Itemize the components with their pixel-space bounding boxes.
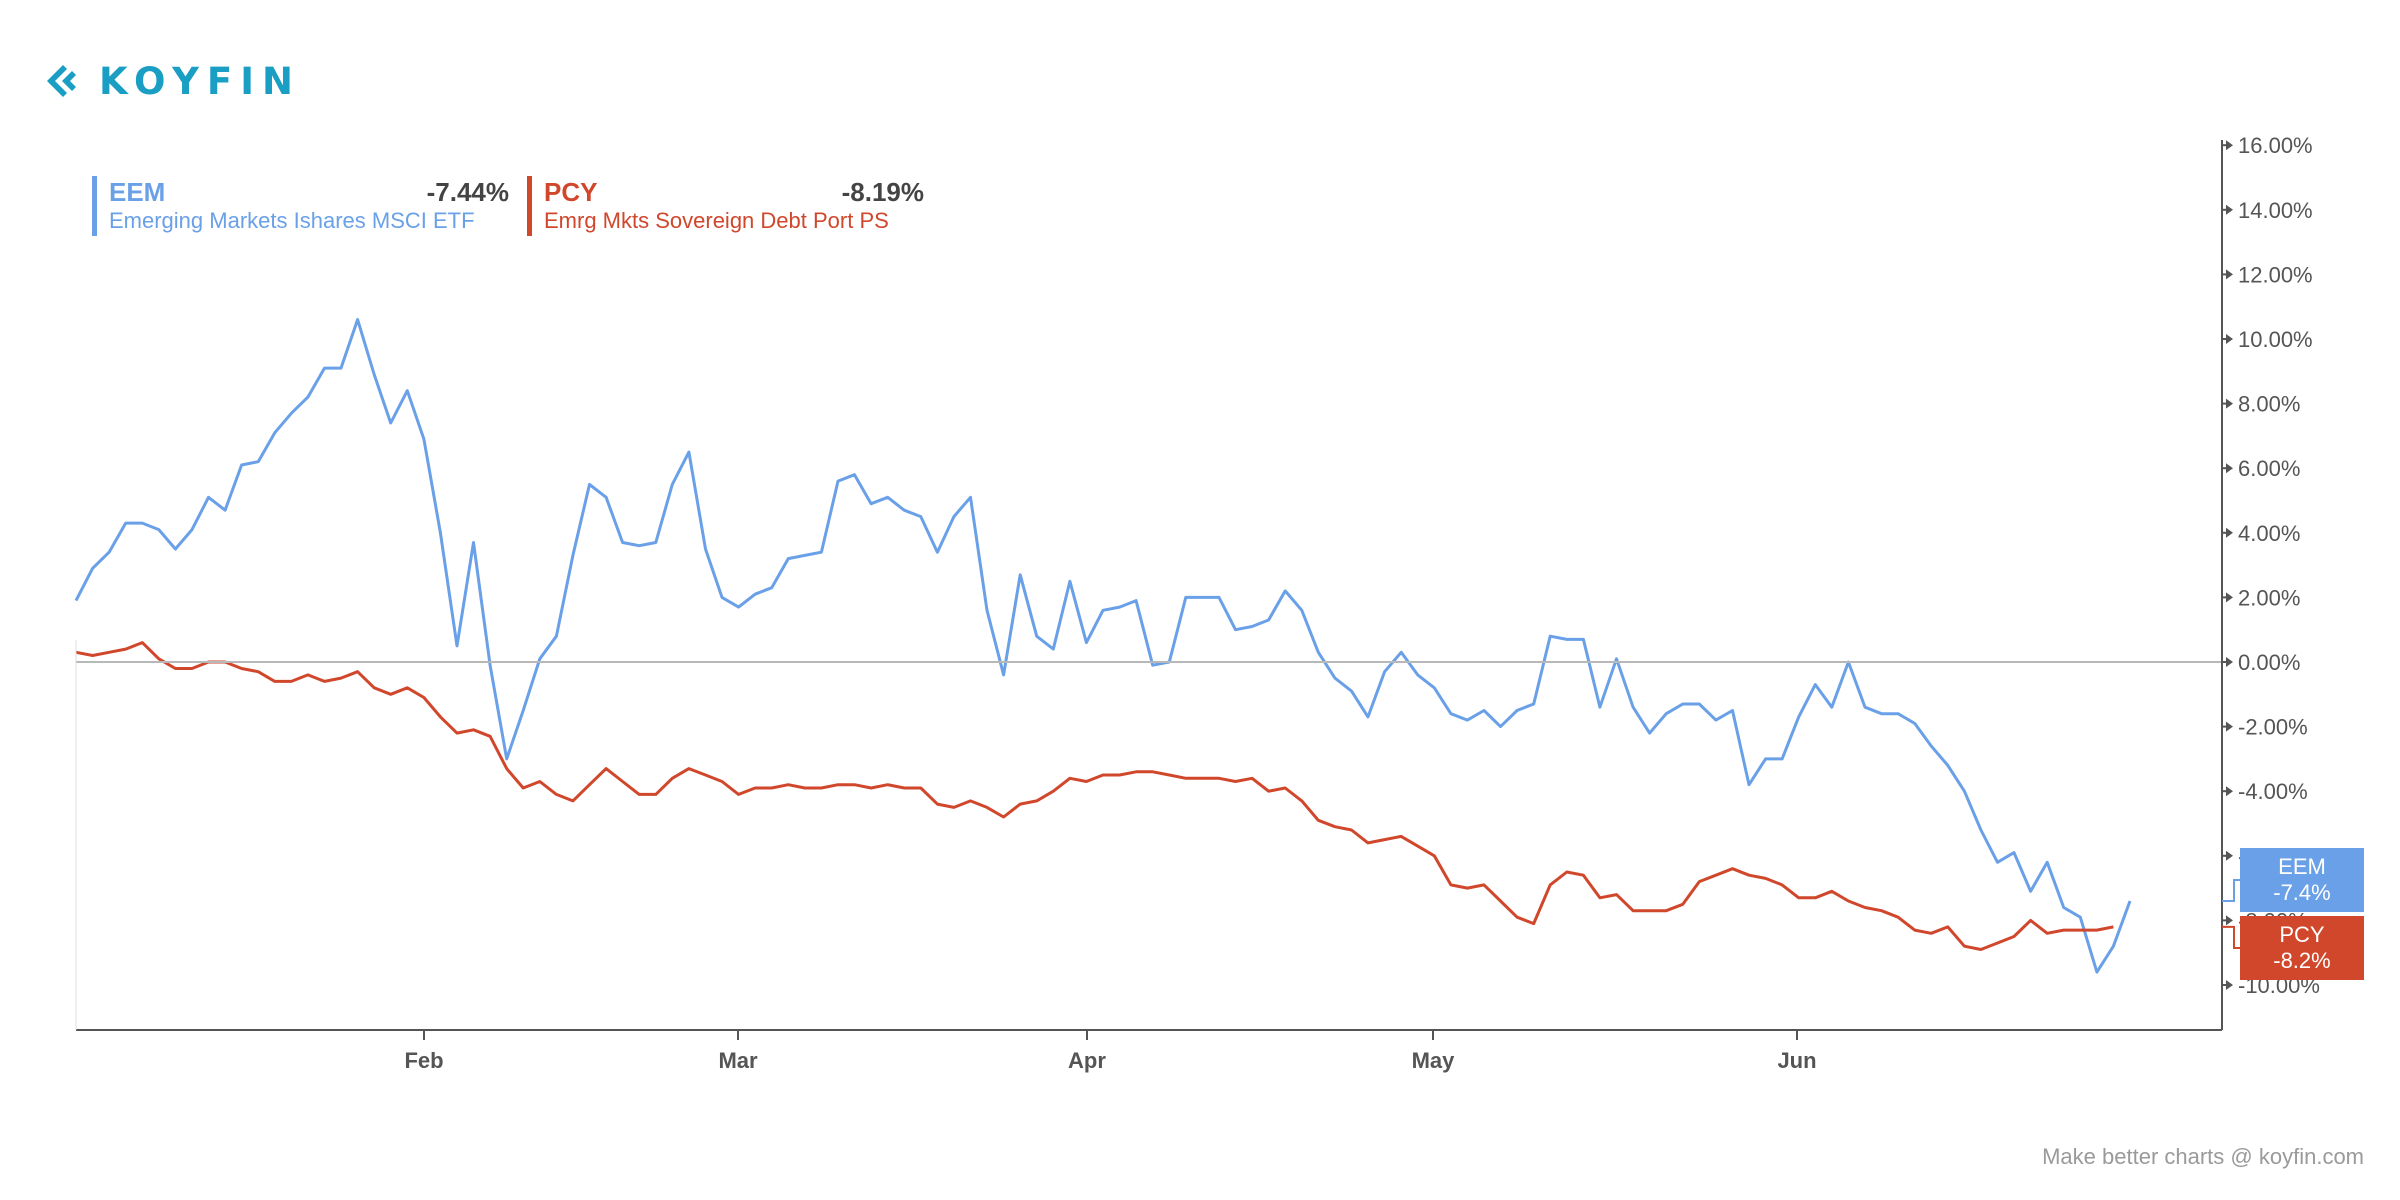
legend-entry-eem[interactable]: EEM -7.44% Emerging Markets Ishares MSCI… xyxy=(92,176,509,236)
x-tick-label: Apr xyxy=(1068,1048,1106,1073)
x-tick-label: Feb xyxy=(404,1048,443,1073)
last-value-badge-eem xyxy=(2240,848,2364,912)
legend-ticker: EEM xyxy=(109,177,166,207)
legend-security-name: Emerging Markets Ishares MSCI ETF xyxy=(109,208,475,233)
last-value-text: -7.4% xyxy=(2273,880,2330,905)
y-tick-label: -4.00% xyxy=(2238,779,2308,804)
y-tick-label: 14.00% xyxy=(2238,198,2313,223)
legend-change-value: -7.44% xyxy=(426,177,509,207)
y-tick-arrow-icon xyxy=(2226,463,2233,474)
legend-security-name: Emrg Mkts Sovereign Debt Port PS xyxy=(544,208,889,233)
axis-layer: 16.00% 14.00% 12.00% 10.00% 8.00% 6.00% 4.00% 2… xyxy=(75,133,2320,1073)
y-tick-arrow-icon xyxy=(2226,334,2233,344)
y-tick-arrow-icon xyxy=(2226,398,2233,409)
y-tick-arrow-icon xyxy=(2226,850,2233,861)
series-line-eem[interactable] xyxy=(74,318,2132,974)
y-tick-arrow-icon xyxy=(2226,269,2233,280)
y-tick-label: 10.00% xyxy=(2238,327,2313,352)
brand-name: KOYFIN xyxy=(99,59,301,103)
y-tick-arrow-icon xyxy=(2226,657,2233,667)
last-value-labels: EEM-7.4% PCY-8.2% xyxy=(2222,848,2364,980)
koyfin-logo[interactable]: KOYFIN xyxy=(45,57,301,105)
last-value-connector xyxy=(2222,925,2240,949)
legend-ticker: PCY xyxy=(544,177,598,207)
y-tick-arrow-icon xyxy=(2226,786,2233,797)
koyfin-chevron-logo-icon xyxy=(47,65,76,97)
footer-credit: Make better charts @ koyfin.com xyxy=(2042,1144,2364,1169)
last-value-badge-pcy xyxy=(2240,916,2364,980)
y-tick-arrow-icon xyxy=(2226,721,2233,732)
y-tick-label: 2.00% xyxy=(2238,585,2300,610)
last-value-text: EEM xyxy=(2278,854,2326,879)
y-tick-label: 6.00% xyxy=(2238,456,2300,481)
last-value-text: PCY xyxy=(2279,922,2325,947)
y-tick-label: 8.00% xyxy=(2238,392,2300,417)
x-tick-label: Mar xyxy=(718,1048,758,1073)
x-tick-label: May xyxy=(1412,1048,1456,1073)
y-tick-label: 4.00% xyxy=(2238,521,2300,546)
y-tick-label: 16.00% xyxy=(2238,133,2313,158)
y-tick-arrow-icon xyxy=(2226,915,2233,926)
y-tick-label: 12.00% xyxy=(2238,262,2313,287)
last-value-connector xyxy=(2222,879,2240,903)
y-tick-label: -2.00% xyxy=(2238,715,2308,740)
x-tick-label: Jun xyxy=(1777,1048,1816,1073)
y-tick-arrow-icon xyxy=(2226,527,2233,538)
last-value-text: -8.2% xyxy=(2273,948,2330,973)
y-tick-arrow-icon xyxy=(2226,140,2233,151)
y-tick-arrow-icon xyxy=(2226,592,2233,603)
y-tick-arrow-icon xyxy=(2226,980,2233,990)
y-tick-arrow-icon xyxy=(2226,204,2233,215)
legend-entry-pcy[interactable]: PCY -8.19% Emrg Mkts Sovereign Debt Port… xyxy=(527,176,924,236)
series-line-pcy[interactable] xyxy=(75,641,2114,951)
legend-change-value: -8.19% xyxy=(841,177,924,207)
series-layer xyxy=(74,318,2132,974)
y-tick-label: 0.00% xyxy=(2238,650,2300,675)
